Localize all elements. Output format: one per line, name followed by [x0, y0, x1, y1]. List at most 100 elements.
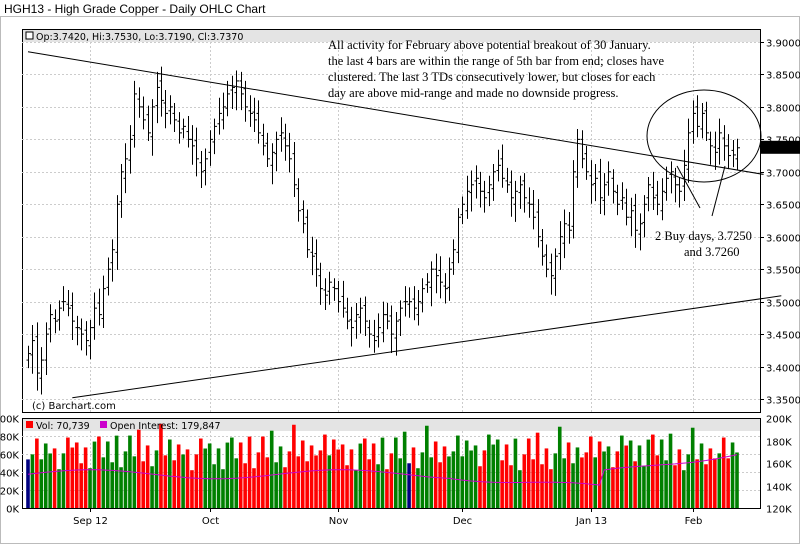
trendline-lower	[72, 295, 782, 399]
volume-bar	[690, 427, 695, 508]
ohlc-bar	[398, 300, 403, 337]
consolidation-circle	[646, 89, 762, 183]
ohlc-bar	[367, 319, 372, 348]
ohlc-bar	[646, 177, 651, 212]
volume-bar	[526, 438, 531, 508]
volume-bar	[26, 459, 30, 508]
volume-bar	[500, 460, 504, 508]
volume-bar	[580, 457, 584, 508]
volume-bar	[451, 451, 456, 508]
volume-bar	[318, 450, 323, 508]
ohlc-bar	[717, 118, 722, 165]
ohlc-bar	[44, 322, 49, 375]
ohlc-bar	[296, 178, 301, 222]
volume-bar	[247, 436, 252, 508]
ohlc-bar	[292, 141, 297, 197]
open-interest-legend: Open Interest: 179,847	[110, 421, 221, 432]
volume-bar	[145, 445, 150, 508]
ohlc-bar	[261, 123, 266, 156]
ohlc-bar	[544, 244, 549, 278]
volume-bar	[269, 430, 274, 508]
ohlc-bar	[252, 97, 257, 133]
volume-bar	[602, 451, 606, 508]
volume-bar	[70, 447, 75, 508]
ohlc-bar	[633, 193, 638, 248]
volume-bar	[584, 452, 589, 508]
ohlc-bar	[651, 171, 656, 210]
volume-bar	[425, 425, 429, 508]
ohlc-bar	[451, 239, 456, 275]
y-tick-label: 3.4500	[766, 331, 800, 342]
volume-bar	[212, 464, 216, 508]
ohlc-bar	[30, 325, 35, 374]
ohlc-bar	[571, 160, 576, 239]
volume-bar	[314, 455, 318, 508]
ohlc-bar	[553, 248, 558, 296]
volume-bar	[230, 437, 234, 508]
volume-bar	[562, 458, 566, 508]
ohlc-bar	[558, 221, 563, 270]
ohlc-bar	[540, 228, 545, 266]
volume-bar	[642, 466, 646, 508]
ohlc-bar	[141, 96, 146, 130]
volume-bar	[101, 457, 106, 508]
ohlc-bar	[212, 118, 217, 155]
ohlc-bar	[53, 309, 58, 334]
volume-bar	[225, 442, 230, 508]
ohlc-bar	[589, 160, 594, 204]
ohlc-bar	[735, 138, 740, 170]
ohlc-bar	[443, 273, 448, 304]
volume-bar	[52, 448, 57, 508]
ohlc-bar	[349, 306, 354, 347]
volume-bar	[553, 453, 558, 508]
volume-bar	[535, 432, 540, 508]
volume-bar	[265, 457, 270, 508]
volume-bar	[119, 467, 123, 508]
volume-bar	[354, 470, 358, 508]
price-legend: Op:3.7420, Hi:3.7530, Lo:3.7190, Cl:3.73…	[36, 32, 243, 43]
ohlc-bar	[704, 101, 709, 141]
volume-bar	[176, 444, 181, 508]
ohlc-bar	[615, 184, 620, 216]
volume-bar	[615, 451, 620, 508]
ohlc-bar	[172, 103, 177, 133]
y-tick-label: 3.7000	[766, 169, 800, 180]
volume-bar	[482, 450, 487, 508]
open-interest-line	[27, 454, 738, 486]
x-tick-label: Feb	[685, 516, 703, 527]
ohlc-bar	[265, 132, 270, 167]
ohlc-bar	[101, 275, 106, 328]
ohlc-bar	[708, 131, 713, 165]
ohlc-bar	[203, 148, 208, 186]
volume-bar	[376, 464, 380, 508]
ohlc-bar	[57, 300, 62, 331]
ohlc-bar	[106, 257, 111, 296]
ohlc-bar	[199, 151, 204, 189]
volume-bar	[721, 437, 726, 508]
ohlc-bar	[163, 90, 168, 129]
volume-bar	[327, 455, 332, 508]
ohlc-bar	[301, 200, 306, 234]
volume-bar	[274, 462, 278, 508]
ohlc-bar	[310, 236, 315, 276]
volume-bar	[105, 441, 110, 508]
ohlc-bar	[700, 103, 705, 139]
ohlc-bar	[146, 105, 151, 141]
ohlc-bar	[61, 286, 66, 312]
volume-bar	[199, 438, 203, 508]
annotation-buy-days: 2 Buy days, 3.7250	[655, 229, 752, 243]
volume-bar	[398, 458, 403, 508]
volume-bar	[735, 452, 739, 508]
ohlc-bar	[686, 118, 691, 183]
ohlc-bar	[500, 144, 505, 188]
price-legend-swatch	[25, 31, 34, 40]
volume-bar	[460, 456, 465, 508]
volume-bar	[420, 452, 425, 508]
volume-bar	[132, 456, 137, 508]
volume-bar	[473, 445, 478, 508]
volume-bar	[261, 436, 265, 508]
y-tick-label: 3.9000	[766, 39, 800, 50]
volume-bar	[331, 439, 336, 508]
volume-bar	[380, 437, 385, 508]
open-interest-tick-label: 120K	[766, 505, 792, 516]
